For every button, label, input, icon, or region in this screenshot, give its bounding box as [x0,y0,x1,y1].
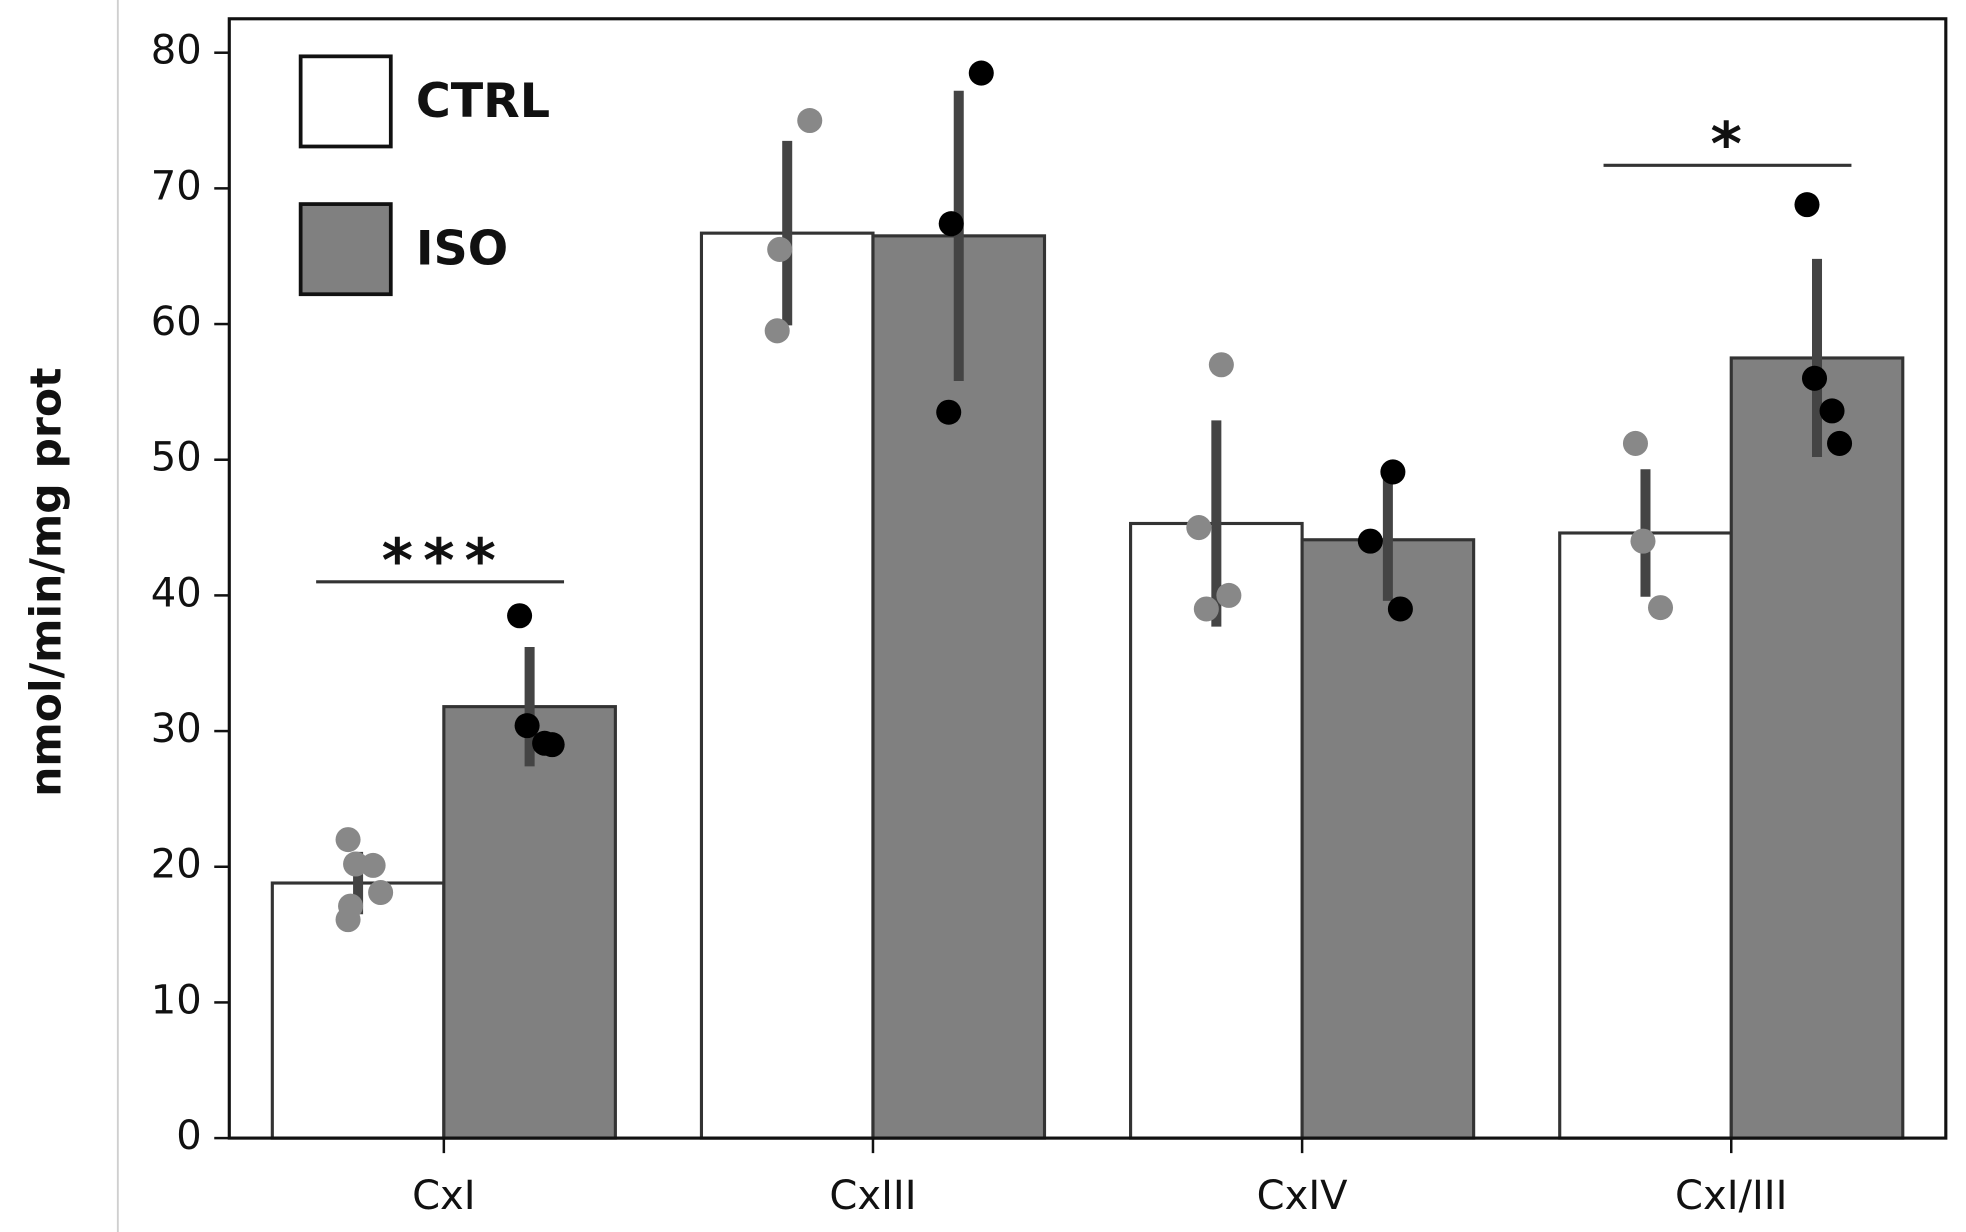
legend-swatch [298,54,393,149]
data-point [1216,582,1242,608]
data-point [507,603,533,629]
x-tick-label: CxIV [1257,1173,1348,1219]
y-tick-label: 60 [151,299,202,345]
data-point [1647,595,1674,621]
data-point [1622,430,1648,456]
bar [1729,356,1905,1140]
y-tick-label: 80 [151,28,202,74]
data-point [360,852,386,878]
significance-label: *** [382,526,506,596]
legend-label: ISO [416,222,508,277]
data-point [1801,365,1828,391]
data-point [335,907,361,933]
data-point [514,713,540,739]
bar [699,231,875,1140]
data-point [1827,430,1853,456]
data-point [968,60,994,86]
data-point [1208,352,1234,378]
data-point [797,108,823,134]
plot-frame [227,17,1948,1140]
data-point [1794,192,1820,218]
y-tick-label: 70 [151,163,202,209]
data-point [1387,596,1413,622]
x-tick-label: CxI [412,1173,475,1219]
data-point [1357,528,1383,554]
x-tick-label: CxIII [829,1173,916,1219]
bar [442,705,617,1140]
data-point [368,880,394,906]
data-point [764,318,790,344]
data-point [1186,515,1212,541]
bar [1300,538,1476,1140]
legend-label: CTRL [416,74,550,129]
x-tick-label: CxI/III [1675,1173,1787,1219]
y-tick-label: 30 [151,706,202,752]
data-point [539,732,565,758]
data-point [1380,459,1406,485]
y-tick-label: 20 [151,842,202,888]
legend-swatch [298,202,393,297]
y-tick-label: 0 [176,1113,201,1159]
y-tick-label: 50 [151,435,202,481]
significance-label: * [1711,109,1752,179]
data-point [938,211,964,237]
y-tick-label: 40 [151,570,202,616]
bar [1558,531,1733,1140]
data-point [335,827,361,853]
data-point [936,399,962,425]
data-point [767,236,793,262]
y-axis-label: nmol/min/mg prot [21,368,71,797]
data-point [1630,528,1656,554]
y-tick-label: 10 [151,977,202,1023]
data-point [1819,398,1845,424]
data-point [1193,596,1219,622]
